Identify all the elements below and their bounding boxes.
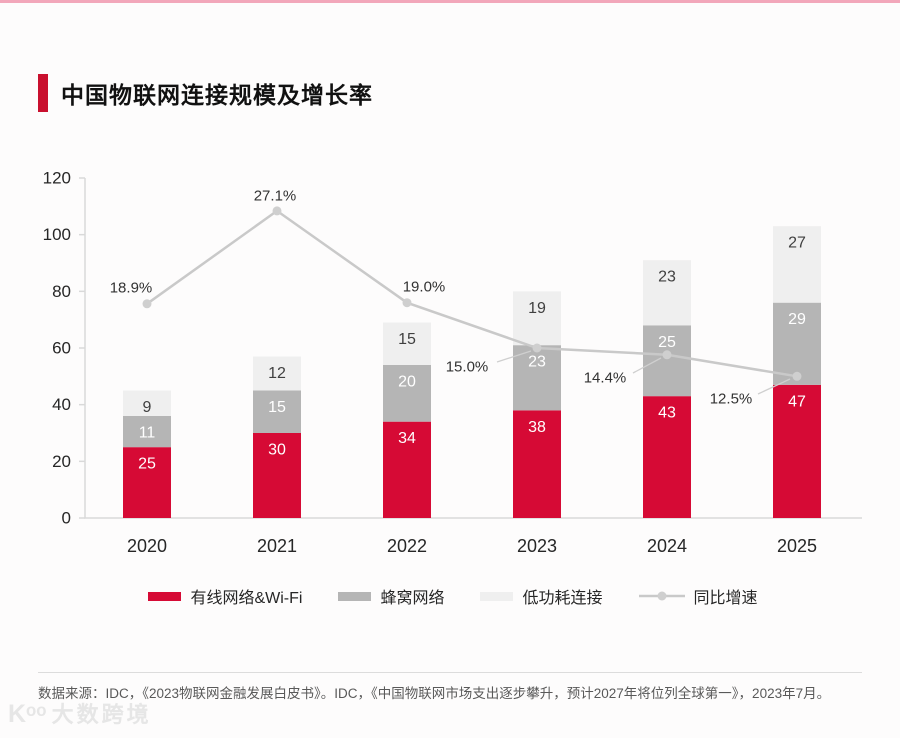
watermark-logo-icon: Kᵒᵒ — [8, 700, 47, 728]
x-tick-label: 2023 — [517, 536, 557, 556]
bar-segment — [513, 410, 561, 518]
bar-segment — [513, 345, 561, 411]
x-tick-label: 2024 — [647, 536, 687, 556]
bar-segment — [643, 396, 691, 518]
bar-segment — [773, 226, 821, 303]
bar-value-label: 15 — [398, 331, 416, 348]
bar-value-label: 27 — [788, 235, 806, 252]
axis-lines — [84, 178, 862, 519]
growth-point-label: 15.0% — [446, 359, 489, 376]
bar-value-label: 23 — [528, 354, 546, 371]
bar-value-label: 43 — [658, 405, 676, 422]
legend-label: 蜂窝网络 — [380, 590, 445, 607]
legend-swatch-icon — [338, 591, 372, 601]
chart-title: 中国物联网连接规模及增长率 — [61, 82, 373, 108]
x-tick-label: 2022 — [387, 536, 427, 556]
bar-value-label: 19 — [528, 300, 546, 317]
x-tick-label: 2025 — [777, 536, 817, 556]
growth-line — [146, 209, 798, 378]
bar-segment — [253, 356, 301, 391]
y-tick-label: 120 — [43, 169, 71, 188]
footer-divider — [38, 672, 862, 673]
bar-segment — [123, 447, 171, 518]
watermark-text: 大数跨境 — [51, 701, 152, 727]
chart-header: 中国物联网连接规模及增长率 — [38, 74, 373, 112]
y-tick-label: 0 — [62, 509, 71, 528]
bar-segment — [253, 390, 301, 433]
bar-value-label: 23 — [658, 269, 676, 286]
bar-value-label: 20 — [398, 374, 416, 391]
top-accent-line — [0, 0, 900, 3]
growth-point — [272, 206, 282, 216]
growth-point-label: 18.9% — [110, 280, 153, 297]
bar-value-label: 34 — [398, 430, 416, 447]
growth-point — [402, 298, 412, 308]
bar-value-label: 47 — [788, 393, 806, 410]
legend-item: 同比增速 — [638, 584, 758, 608]
growth-point — [142, 299, 152, 309]
bar-value-label: 15 — [268, 399, 286, 416]
bar-value-label: 30 — [268, 442, 286, 459]
growth-point-label: 27.1% — [254, 188, 297, 205]
iot-connections-chart: 0 20 40 60 80 100 120 2020 2021 2022 2023 2024 2025 2… — [0, 160, 900, 580]
bar-segment — [123, 416, 171, 448]
legend-swatch-icon — [148, 591, 182, 601]
growth-point — [662, 350, 672, 360]
bar-value-label: 38 — [528, 419, 546, 436]
x-tick-label: 2020 — [127, 536, 167, 556]
bar-segment — [253, 433, 301, 518]
bar-segment — [513, 291, 561, 346]
bar-segment — [383, 365, 431, 422]
label-leader-line — [757, 378, 791, 395]
growth-point-label: 19.0% — [403, 279, 446, 296]
y-tick-label: 40 — [52, 395, 71, 414]
legend-label: 同比增速 — [693, 590, 758, 607]
bar-segment — [773, 384, 821, 518]
label-leader-line — [632, 357, 662, 374]
growth-point-label: 12.5% — [710, 391, 753, 408]
bar-segment — [383, 322, 431, 365]
y-tick-label: 60 — [52, 339, 71, 358]
legend-line-marker-icon — [638, 590, 685, 602]
chart-legend: 有线网络&Wi-Fi 蜂窝网络 低功耗连接 同比增速 — [45, 584, 861, 608]
bar-value-label: 25 — [658, 334, 676, 351]
legend-item: 蜂窝网络 — [338, 584, 444, 608]
y-tick-label: 80 — [52, 282, 71, 301]
bar-segment — [383, 421, 431, 518]
title-accent-bar — [38, 74, 48, 112]
legend-label: 有线网络&Wi-Fi — [190, 590, 303, 607]
y-tick-label: 100 — [43, 225, 71, 244]
bar-value-label: 11 — [139, 425, 156, 442]
legend-label: 低功耗连接 — [522, 590, 603, 607]
legend-item: 有线网络&Wi-Fi — [148, 584, 302, 608]
bar-value-label: 9 — [143, 399, 152, 416]
growth-point — [792, 371, 802, 381]
growth-point — [532, 343, 542, 353]
x-tick-label: 2021 — [257, 536, 297, 556]
growth-point-label: 14.4% — [584, 370, 627, 387]
data-source-note: 数据来源：IDC，《2023物联网金融发展白皮书》。IDC，《中国物联网市场支出… — [38, 686, 831, 701]
legend-item: 低功耗连接 — [480, 584, 603, 608]
bar-segment — [123, 390, 171, 416]
label-leader-line — [496, 350, 532, 363]
y-tick-label: 20 — [52, 452, 71, 471]
bar-segment — [773, 302, 821, 385]
watermark: Kᵒᵒ 大数跨境 — [8, 702, 152, 727]
bar-segment — [643, 260, 691, 326]
legend-swatch-icon — [480, 591, 514, 601]
bar-value-label: 12 — [268, 365, 286, 382]
bar-segment — [643, 325, 691, 397]
bar-value-label: 25 — [138, 456, 156, 473]
bar-value-label: 29 — [788, 311, 806, 328]
